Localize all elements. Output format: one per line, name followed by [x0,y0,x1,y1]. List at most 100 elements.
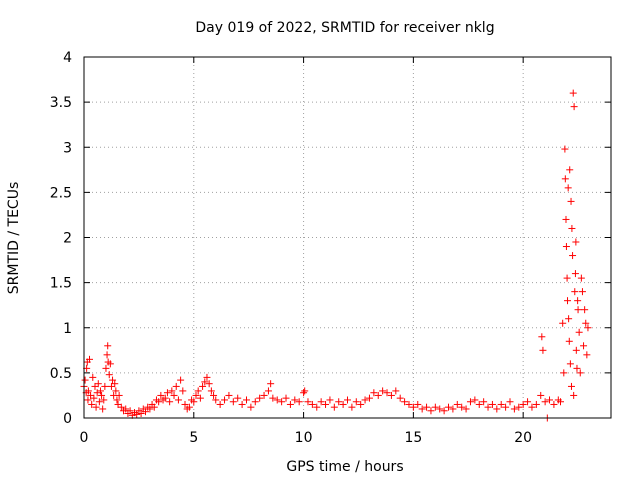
data-point [286,400,294,408]
data-point [546,396,554,404]
data-point [117,403,125,411]
data-point [166,398,174,406]
data-point [574,306,582,314]
data-point [405,400,413,408]
data-point [242,396,250,404]
data-point [445,403,453,411]
data-point [423,403,431,411]
y-tick-label: 1 [63,321,72,337]
data-point [578,288,586,296]
data-point [229,398,237,406]
data-point [291,396,299,404]
data-point [112,387,120,395]
data-point [234,394,242,402]
data-point [570,103,578,111]
data-point [567,197,575,205]
data-point [567,382,575,390]
data-point [102,364,110,372]
data-point [569,252,577,260]
data-point [105,371,113,379]
y-tick-label: 2.5 [50,185,72,201]
data-point [580,342,588,350]
data-point [282,394,290,402]
data-point [564,184,572,192]
x-tick-label: 20 [514,430,532,446]
data-point [93,389,101,397]
data-point [449,405,457,413]
y-tick-label: 0 [63,411,72,427]
data-point [365,394,373,402]
data-point [90,394,98,402]
data-point [436,405,444,413]
data-point [581,306,589,314]
data-point [185,403,193,411]
data-point [488,400,496,408]
data-point [561,175,569,183]
y-tick-label: 3.5 [50,95,72,111]
data-point [427,407,435,415]
data-point [584,324,592,332]
data-point [528,403,536,411]
data-point [157,391,165,399]
data-point [247,403,255,411]
data-point [192,391,200,399]
data-point [379,387,387,395]
data-point [575,328,583,336]
data-point [278,398,286,406]
data-point [519,400,527,408]
data-point [104,342,112,350]
data-point [295,398,303,406]
data-point [326,396,334,404]
data-point [122,405,130,413]
data-point [201,378,209,386]
data-point [106,360,114,368]
data-point [574,297,582,305]
data-point [538,333,546,341]
data-point [264,387,272,395]
data-point [566,166,574,174]
data-point [210,391,218,399]
data-point [179,387,187,395]
data-point [458,403,466,411]
data-point [370,389,378,397]
data-point [150,403,158,411]
data-point [251,398,259,406]
data-point [572,346,580,354]
data-point [133,410,141,418]
data-point [163,389,171,397]
data-point [510,405,518,413]
data-point [563,274,571,282]
data-point [177,376,185,384]
data-point [196,394,204,402]
y-tick-label: 2 [63,231,72,247]
data-point [95,398,103,406]
data-point [207,387,215,395]
data-point [573,364,581,372]
data-point [155,398,163,406]
data-point [94,380,102,388]
data-point [301,387,309,395]
data-point [541,398,549,406]
data-point [431,403,439,411]
data-point [560,369,568,377]
grid [84,57,611,418]
data-points [80,89,592,422]
data-point [440,407,448,415]
data-point [572,238,580,246]
data-point [418,405,426,413]
data-point [194,387,202,395]
y-tick-label: 0.5 [50,366,72,382]
data-point [571,270,579,278]
data-point [569,89,577,97]
data-point [221,396,229,404]
data-point [361,396,369,404]
data-point [269,394,277,402]
x-axis-label: GPS time / hours [286,459,403,475]
y-tick-label: 1.5 [50,276,72,292]
data-point [146,405,154,413]
data-point [568,224,576,232]
data-point [466,398,474,406]
x-tick-label: 0 [80,430,89,446]
data-point [113,396,121,404]
